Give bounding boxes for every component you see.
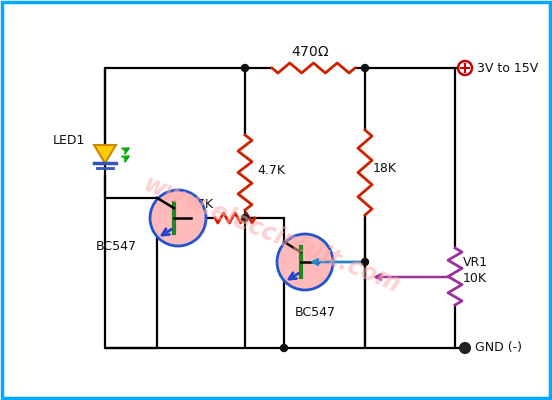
- Text: 470$\Omega$: 470$\Omega$: [291, 45, 330, 59]
- Circle shape: [458, 61, 472, 75]
- Text: 4.7K: 4.7K: [257, 164, 285, 176]
- Text: LED1: LED1: [52, 134, 85, 146]
- Text: BC547: BC547: [95, 240, 136, 252]
- Circle shape: [362, 258, 369, 266]
- Circle shape: [280, 344, 288, 352]
- Text: 10K: 10K: [463, 272, 487, 284]
- Text: VR1: VR1: [463, 256, 488, 268]
- Ellipse shape: [277, 234, 333, 290]
- Polygon shape: [94, 145, 116, 163]
- Text: 3V to 15V: 3V to 15V: [477, 62, 538, 74]
- Text: 18K: 18K: [373, 162, 397, 174]
- Text: GND (-): GND (-): [475, 342, 522, 354]
- Ellipse shape: [150, 190, 206, 246]
- Circle shape: [242, 64, 248, 72]
- Text: www.eleccircuit.com: www.eleccircuit.com: [140, 172, 404, 298]
- Text: 4.7K: 4.7K: [185, 198, 213, 210]
- Text: BC547: BC547: [295, 306, 336, 318]
- Circle shape: [242, 214, 248, 222]
- Circle shape: [460, 343, 470, 353]
- Circle shape: [362, 64, 369, 72]
